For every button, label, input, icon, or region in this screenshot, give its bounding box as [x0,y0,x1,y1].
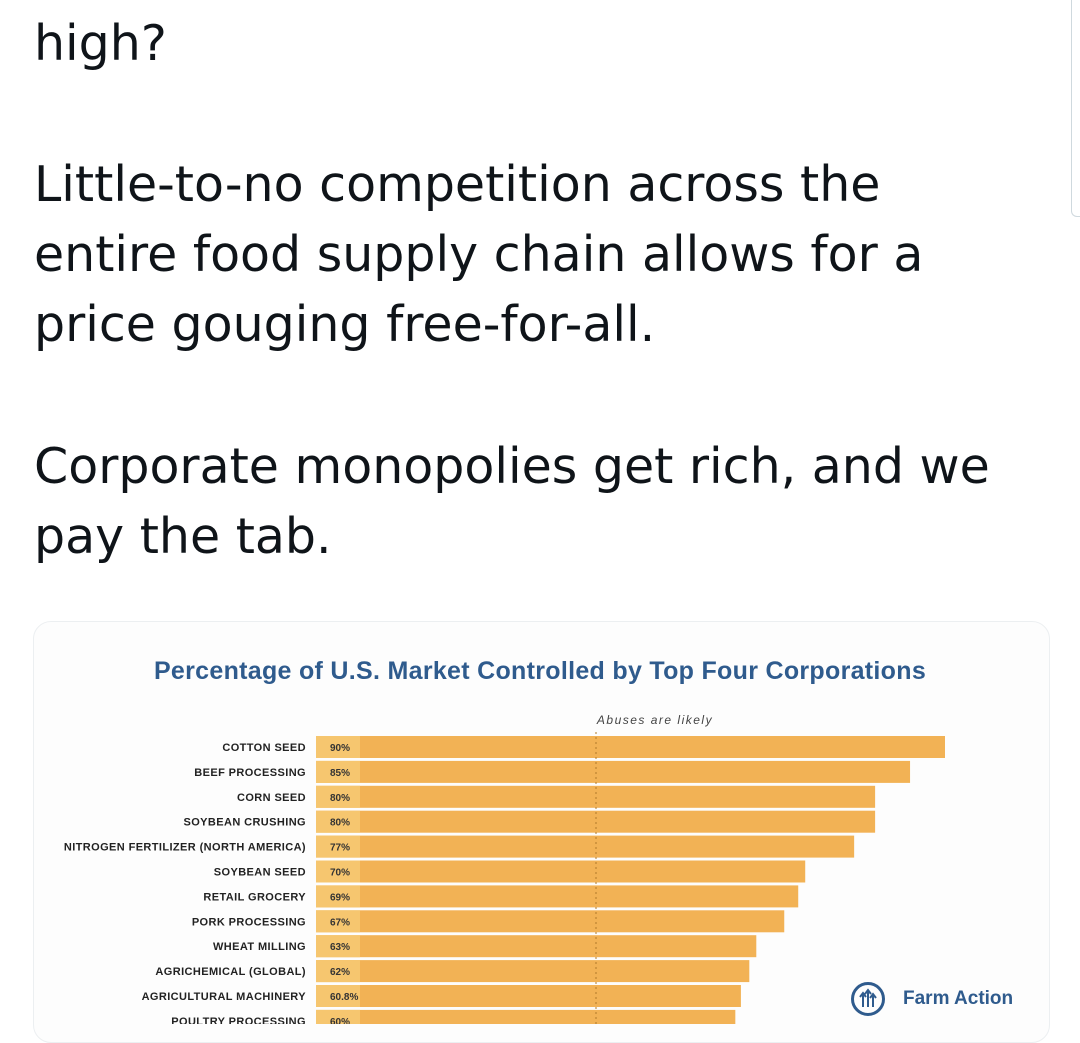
bar [316,960,750,983]
tweet-paragraph-2: Little-to-no competition across the enti… [34,156,924,353]
tweet-paragraph-1: high? [34,15,167,72]
bar-value-label: 70% [330,868,350,879]
category-label: PORK PROCESSING [192,916,306,928]
category-label: SOYBEAN SEED [214,867,306,879]
bar-label-box [316,985,360,1007]
category-label: NITROGEN FERTILIZER (NORTH AMERICA) [64,842,306,854]
category-label: RETAIL GROCERY [203,891,306,903]
bar-value-label: 63% [330,942,350,953]
bar [316,835,855,858]
bar-label-box [316,1009,360,1024]
bar [316,910,785,933]
abuses-annotation: Abuses are likely [596,713,713,727]
bar-value-label: 67% [330,917,350,928]
bar [316,760,911,783]
bar-label-box [316,910,360,933]
bar-label-box [316,835,360,858]
bar-label-box [316,760,360,783]
bar-value-label: 60.8% [330,992,358,1003]
bar-value-label: 77% [330,843,350,854]
bar-label-box [316,860,360,883]
tweet-paragraph-3: Corporate monopolies get rich, and we pa… [34,438,990,565]
category-label: COTTON SEED [222,742,306,754]
bar-label-box [316,736,360,758]
chart-title: Percentage of U.S. Market Controlled by … [153,657,927,685]
bar-value-label: 80% [330,818,350,829]
category-label: POULTRY PROCESSING [171,1016,306,1024]
category-label: SOYBEAN CRUSHING [183,817,306,829]
bar-value-label: 60% [330,1017,350,1024]
scrollbar[interactable] [1071,0,1080,217]
bar-value-label: 90% [330,743,350,754]
logo-text: Farm Action [903,988,1014,1009]
category-label: BEEF PROCESSING [194,767,306,779]
bar [316,860,806,883]
bar-label-box [316,885,360,908]
farm-action-logo: Farm Action [851,982,1041,1020]
bar [316,935,757,958]
bar [316,736,945,758]
category-label: AGRICHEMICAL (GLOBAL) [155,966,306,978]
bar-value-label: 85% [330,768,350,779]
bar-value-label: 69% [330,892,350,903]
category-label: WHEAT MILLING [213,941,306,953]
category-label: AGRICULTURAL MACHINERY [142,991,307,1003]
bar [316,1009,736,1024]
bar [316,785,876,808]
bar [316,810,876,833]
category-label: CORN SEED [237,792,306,804]
farm-action-arrows-icon [851,982,885,1016]
bar [316,885,799,908]
bar-label-box [316,810,360,833]
bar-value-label: 80% [330,793,350,804]
bar [316,985,741,1007]
bar-label-box [316,785,360,808]
bar-label-box [316,935,360,958]
bar-value-label: 62% [330,967,350,978]
bar-label-box [316,960,360,983]
